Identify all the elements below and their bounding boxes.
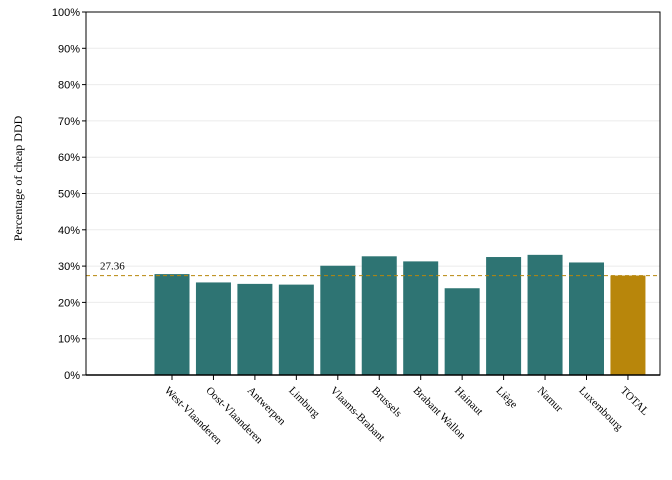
y-tick-label: 40%: [58, 225, 80, 237]
y-tick-label: 60%: [58, 152, 80, 164]
x-axis-ticks: West-VlaanderenOost-VlaanderenAntwerpenL…: [162, 375, 651, 447]
x-tick-label: Limburg: [286, 385, 322, 421]
bar: [444, 288, 480, 375]
x-tick-label: Antwerpen: [245, 385, 288, 428]
bar: [569, 262, 604, 375]
y-tick-label: 50%: [58, 189, 80, 201]
x-tick-label: Namur: [535, 385, 565, 415]
y-axis-label: Percentage of cheap DDD: [11, 115, 25, 241]
bar: [278, 284, 314, 375]
x-tick-label: TOTAL: [618, 385, 651, 418]
y-tick-label: 10%: [58, 334, 80, 346]
y-tick-label: 80%: [58, 80, 80, 92]
x-tick-label: Brussels: [369, 385, 404, 420]
y-tick-label: 90%: [58, 43, 80, 55]
y-tick-label: 70%: [58, 116, 80, 128]
bars: [154, 254, 646, 375]
x-tick-label: Hainaut: [452, 385, 485, 418]
reference-line-label: 27.36: [100, 261, 125, 273]
bar: [320, 265, 356, 375]
bar: [195, 282, 231, 375]
y-tick-label: 20%: [58, 297, 80, 309]
y-tick-label: 100%: [52, 7, 80, 19]
bar: [486, 257, 522, 375]
x-tick-label: Liège: [493, 385, 519, 411]
bar: [154, 274, 190, 375]
bar: [237, 283, 273, 375]
bar: [527, 254, 563, 375]
bar-total: [610, 275, 646, 375]
y-tick-label: 0%: [64, 370, 80, 382]
y-tick-label: 30%: [58, 261, 80, 273]
reference-line-group: 27.36: [86, 261, 660, 277]
bar: [361, 256, 397, 375]
bar: [403, 261, 439, 375]
y-axis-ticks: 0% 10% 20% 30% 40% 50% 60% 70% 80% 90% 100%: [52, 7, 86, 382]
